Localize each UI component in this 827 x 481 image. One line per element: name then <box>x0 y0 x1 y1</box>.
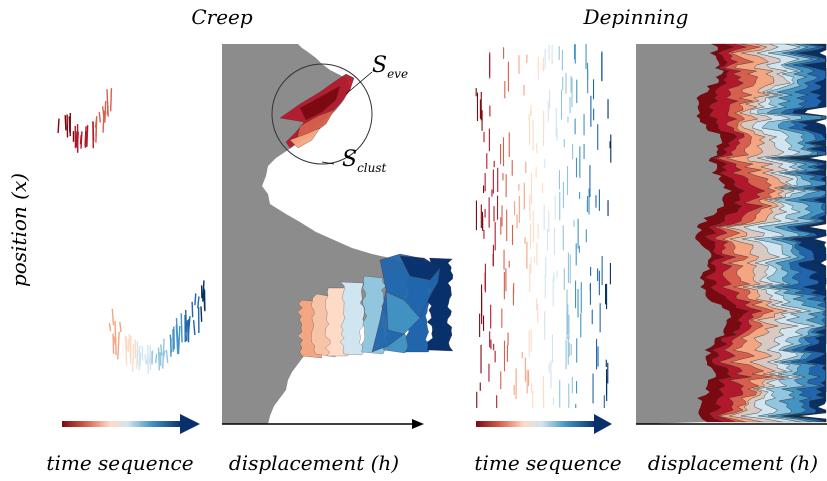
creep-avalanche-tip <box>399 255 441 281</box>
creep-event-mark <box>176 338 180 355</box>
creep-displacement-panel: Seve Sclust <box>222 44 454 429</box>
s-eve-label: Seve <box>372 53 408 81</box>
creep-event-mark <box>117 331 120 360</box>
creep-event-mark <box>187 316 191 334</box>
creep-event-mark <box>192 320 196 336</box>
creep-event-mark <box>109 88 113 112</box>
creep-event-mark <box>191 301 194 318</box>
creep-avalanche-band <box>339 281 365 356</box>
creep-event-mark <box>125 336 128 351</box>
creep-avalanche-layers <box>279 73 454 359</box>
displacement-label-right: displacement (h) <box>648 451 818 475</box>
creep-avalanche-top <box>289 127 321 149</box>
time-arrow-right <box>476 414 612 434</box>
creep-event-mark <box>98 111 101 123</box>
depinning-pinned-region <box>636 44 732 424</box>
depinning-avalanche-layer <box>791 44 827 422</box>
creep-event-mark <box>185 320 189 342</box>
creep-event-mark <box>106 106 109 115</box>
creep-event-mark <box>139 352 142 368</box>
creep-event-mark <box>194 293 197 306</box>
creep-event-mark <box>104 100 107 123</box>
creep-avalanche-top <box>299 85 341 121</box>
creep-event-mark <box>128 334 132 364</box>
creep-event-mark <box>57 118 60 133</box>
creep-event-mark <box>159 344 163 356</box>
creep-avalanche-tip <box>385 291 421 335</box>
creep-event-mark <box>180 313 183 343</box>
creep-event-mark <box>197 296 200 309</box>
cluster-circle <box>271 63 373 165</box>
creep-event-mark <box>112 333 115 355</box>
s-clust-label: Sclust <box>342 147 387 175</box>
creep-event-mark <box>92 122 95 142</box>
title-depinning: Depinning <box>583 5 689 29</box>
creep-event-mark <box>177 325 181 352</box>
time-sequence-label-right: time sequence <box>474 451 621 475</box>
creep-event-mark <box>165 349 169 364</box>
s-eve-pointer <box>345 71 373 95</box>
creep-event-mark <box>202 280 205 302</box>
creep-event-mark <box>145 354 149 365</box>
creep-event-mark <box>86 125 89 147</box>
creep-event-mark <box>148 353 152 363</box>
displacement-label-left: displacement (h) <box>229 451 399 475</box>
time-arrow-left <box>62 414 200 434</box>
creep-event-mark <box>200 306 203 322</box>
creep-event-mark <box>131 343 135 373</box>
creep-event-mark <box>124 335 128 366</box>
creep-time-sequence-panel <box>57 88 206 374</box>
depinning-avalanche-layers <box>695 43 827 423</box>
creep-displacement-arrowhead <box>412 419 424 429</box>
position-axis-label: position (x) <box>7 173 31 287</box>
depinning-time-sequence-panel <box>475 44 612 408</box>
creep-event-mark <box>114 331 117 356</box>
creep-event-mark <box>108 322 112 332</box>
s-clust-pointer <box>321 161 335 165</box>
title-creep: Creep <box>191 5 253 29</box>
creep-event-mark <box>157 347 161 371</box>
creep-event-mark <box>162 338 165 369</box>
depinning-displacement-panel <box>636 43 827 425</box>
creep-event-mark <box>94 116 98 128</box>
creep-event-mark <box>155 353 158 364</box>
creep-event-mark <box>144 354 147 365</box>
time-sequence-label-left: time sequence <box>46 451 193 475</box>
creep-event-mark <box>111 308 115 326</box>
creep-event-mark <box>80 131 83 149</box>
creep-event-mark <box>185 309 188 332</box>
creep-event-mark <box>119 321 122 333</box>
creep-event-mark <box>64 115 67 131</box>
creep-event-mark <box>162 350 166 359</box>
creep-pinned-region <box>222 44 412 424</box>
creep-event-mark <box>101 106 105 118</box>
